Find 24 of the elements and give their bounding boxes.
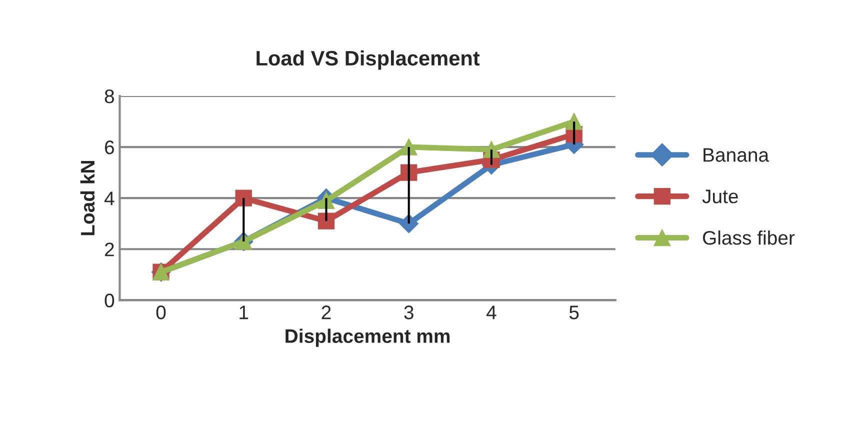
x-tick-label: 5 — [569, 306, 579, 320]
y-tick-label: 4 — [104, 192, 114, 206]
legend-label: Banana — [704, 148, 770, 162]
y-tick-label: 6 — [105, 140, 114, 154]
x-tick-label: 4 — [486, 306, 496, 320]
x-tick-label: 1 — [240, 306, 248, 320]
bar — [408, 147, 410, 224]
x-axis-title: Displacement mm — [286, 328, 450, 347]
y-tick-label: 2 — [105, 242, 114, 256]
legend-label: Jute — [702, 190, 738, 204]
bar — [490, 150, 492, 165]
y-tick-label: 8 — [104, 89, 114, 104]
x-tick-label: 0 — [156, 306, 166, 320]
y-axis-title: Load kN — [80, 161, 95, 236]
chart-title: Load VS Displacement — [256, 50, 480, 70]
bar — [325, 198, 328, 222]
bar — [242, 198, 245, 242]
bar — [573, 122, 576, 144]
x-tick-label: 3 — [404, 306, 414, 320]
point — [235, 190, 252, 206]
point — [318, 212, 335, 230]
x-tick-label: 2 — [322, 306, 331, 320]
y-tick-label: 0 — [104, 294, 114, 308]
legend-label: Glass fiber — [702, 230, 795, 245]
